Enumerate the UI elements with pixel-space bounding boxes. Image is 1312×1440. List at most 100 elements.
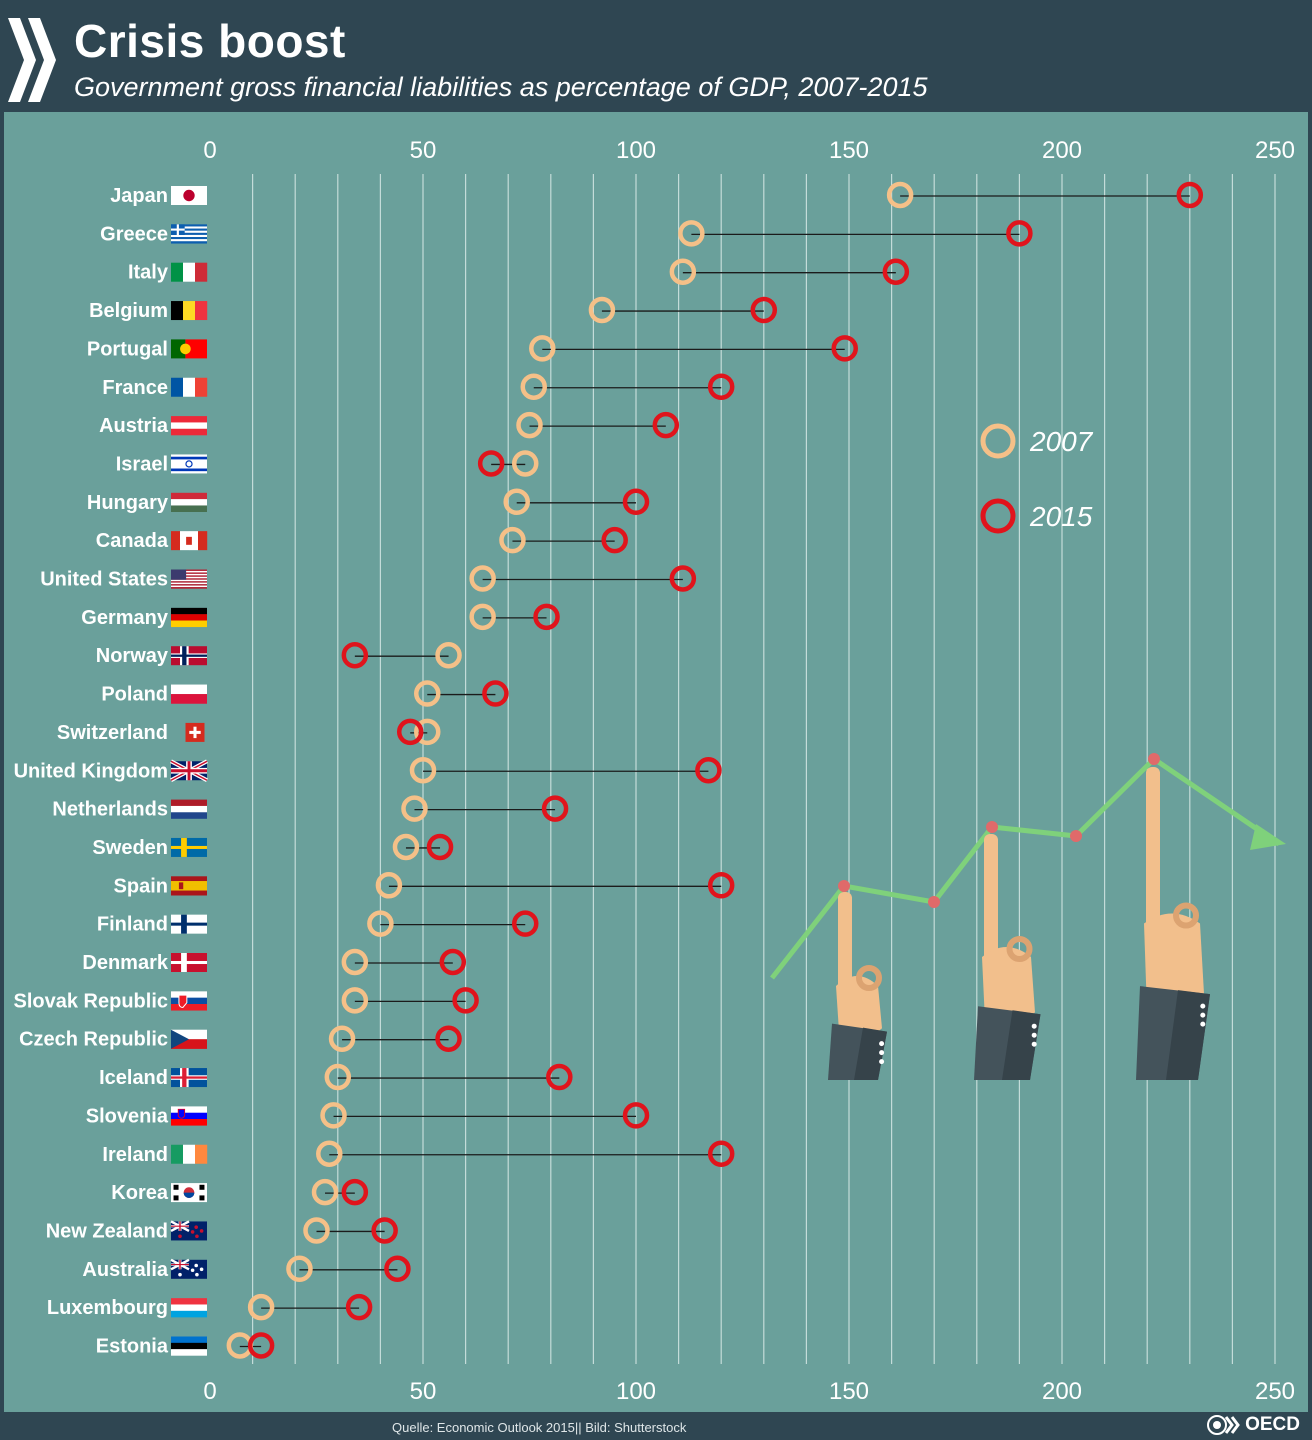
header: Crisis boost Government gross financial … [0, 0, 1312, 112]
marker-2007 [247, 1293, 275, 1321]
bottom-tick-label: 250 [1255, 1378, 1295, 1405]
country-label: Hungary [87, 492, 169, 514]
country-label: Korea [111, 1182, 169, 1204]
marker-2015 [541, 795, 569, 822]
country-label: United States [40, 569, 168, 591]
oecd-brand: OECD [1207, 1414, 1300, 1436]
country-row: Iceland [99, 1063, 573, 1091]
marker-2007 [511, 450, 539, 477]
flag-icon [170, 759, 208, 783]
country-row: France [102, 373, 735, 400]
marker-2007 [469, 565, 496, 592]
country-label: Luxembourg [47, 1297, 168, 1319]
bottom-tick-label: 200 [1042, 1378, 1082, 1405]
country-row: Portugal [87, 335, 858, 362]
marker-2007 [311, 1178, 339, 1206]
country-row: Italy [128, 258, 910, 285]
country-label: Netherlands [52, 799, 168, 821]
marker-2007 [414, 718, 441, 746]
country-label: New Zealand [46, 1220, 168, 1242]
top-tick-label: 250 [1255, 137, 1295, 164]
marker-2007 [529, 335, 556, 362]
country-label: United Kingdom [14, 760, 168, 782]
country-label: Canada [96, 530, 169, 552]
flag-icon [171, 492, 207, 512]
legend-label: 2015 [1029, 501, 1093, 532]
marker-2015 [1006, 220, 1033, 247]
hand-icon [974, 834, 1041, 1080]
marker-2007 [286, 1255, 313, 1283]
country-label: France [102, 377, 168, 399]
flag-icon [171, 646, 207, 666]
marker-2007 [435, 641, 462, 669]
marker-2007 [588, 296, 616, 324]
marker-2015 [652, 411, 680, 439]
flag-icon [171, 607, 207, 628]
flag-icon [171, 876, 207, 896]
country-label: Belgium [89, 300, 168, 322]
country-label: Estonia [96, 1336, 169, 1358]
flag-icon [170, 1258, 207, 1279]
country-label: Poland [101, 684, 168, 706]
bottom-tick-label: 0 [203, 1378, 216, 1405]
tick-labels: 0 0 50 50 100 100 150 150 200 200 250 250 [203, 137, 1295, 1405]
plot-area: 0 0 50 50 100 100 150 150 200 200 250 250 Japan Gree… [4, 112, 1308, 1412]
grid-layer [252, 174, 1276, 1364]
marker-2015 [384, 1255, 411, 1283]
country-row: New Zealand [46, 1217, 398, 1244]
marker-2015 [477, 450, 505, 477]
country-row: Korea [111, 1178, 369, 1206]
country-row: Estonia [96, 1332, 275, 1359]
legend-marker [980, 498, 1016, 534]
trend-point [986, 821, 998, 833]
arrow-head-icon [1250, 824, 1286, 850]
marker-2015 [511, 910, 539, 937]
legend-marker [980, 423, 1016, 459]
country-row: United States [40, 565, 697, 592]
country-row: United Kingdom [14, 757, 722, 784]
marker-2015 [341, 1178, 369, 1206]
bottom-tick-label: 50 [410, 1378, 437, 1405]
country-row: Israel [116, 450, 539, 477]
marker-2007 [316, 1140, 343, 1167]
marker-2007 [669, 258, 697, 285]
marker-2015 [707, 872, 735, 899]
flag-icon [171, 991, 207, 1011]
marker-2015 [707, 373, 735, 400]
marker-2015 [482, 680, 509, 707]
marker-2015 [345, 1293, 373, 1321]
marker-2015 [439, 948, 467, 976]
flag-icon [171, 1144, 208, 1164]
flag-icon [171, 1336, 207, 1356]
country-row: Denmark [82, 948, 467, 976]
marker-2007 [516, 411, 543, 439]
top-tick-label: 50 [410, 137, 437, 164]
flag-icon [171, 953, 207, 972]
flag-icon [171, 416, 207, 436]
marker-2007 [341, 948, 369, 976]
trend-point [838, 880, 850, 892]
country-row: Luxembourg [47, 1293, 373, 1321]
country-label: Austria [99, 415, 169, 437]
country-row: Finland [97, 910, 539, 937]
country-label: Portugal [87, 338, 168, 360]
legend-label: 2007 [1029, 426, 1094, 457]
marker-2015 [452, 987, 479, 1014]
marker-2007 [392, 833, 420, 861]
country-label: Germany [81, 607, 169, 629]
marker-2007 [320, 1102, 347, 1129]
flag-icon [171, 186, 207, 205]
country-row: Slovenia [86, 1102, 650, 1129]
marker-2007 [499, 526, 526, 554]
country-label: Sweden [92, 837, 168, 859]
country-row: Netherlands [52, 795, 569, 822]
flag-icon [171, 339, 207, 359]
flag-icon [170, 1220, 207, 1241]
country-label: Slovenia [86, 1105, 169, 1127]
flag-icon [185, 722, 205, 742]
country-row: Austria [99, 411, 680, 439]
country-label: Norway [96, 645, 169, 667]
flag-icon [171, 1029, 207, 1049]
marker-2007 [328, 1025, 356, 1052]
country-row: Greece [100, 220, 1033, 247]
